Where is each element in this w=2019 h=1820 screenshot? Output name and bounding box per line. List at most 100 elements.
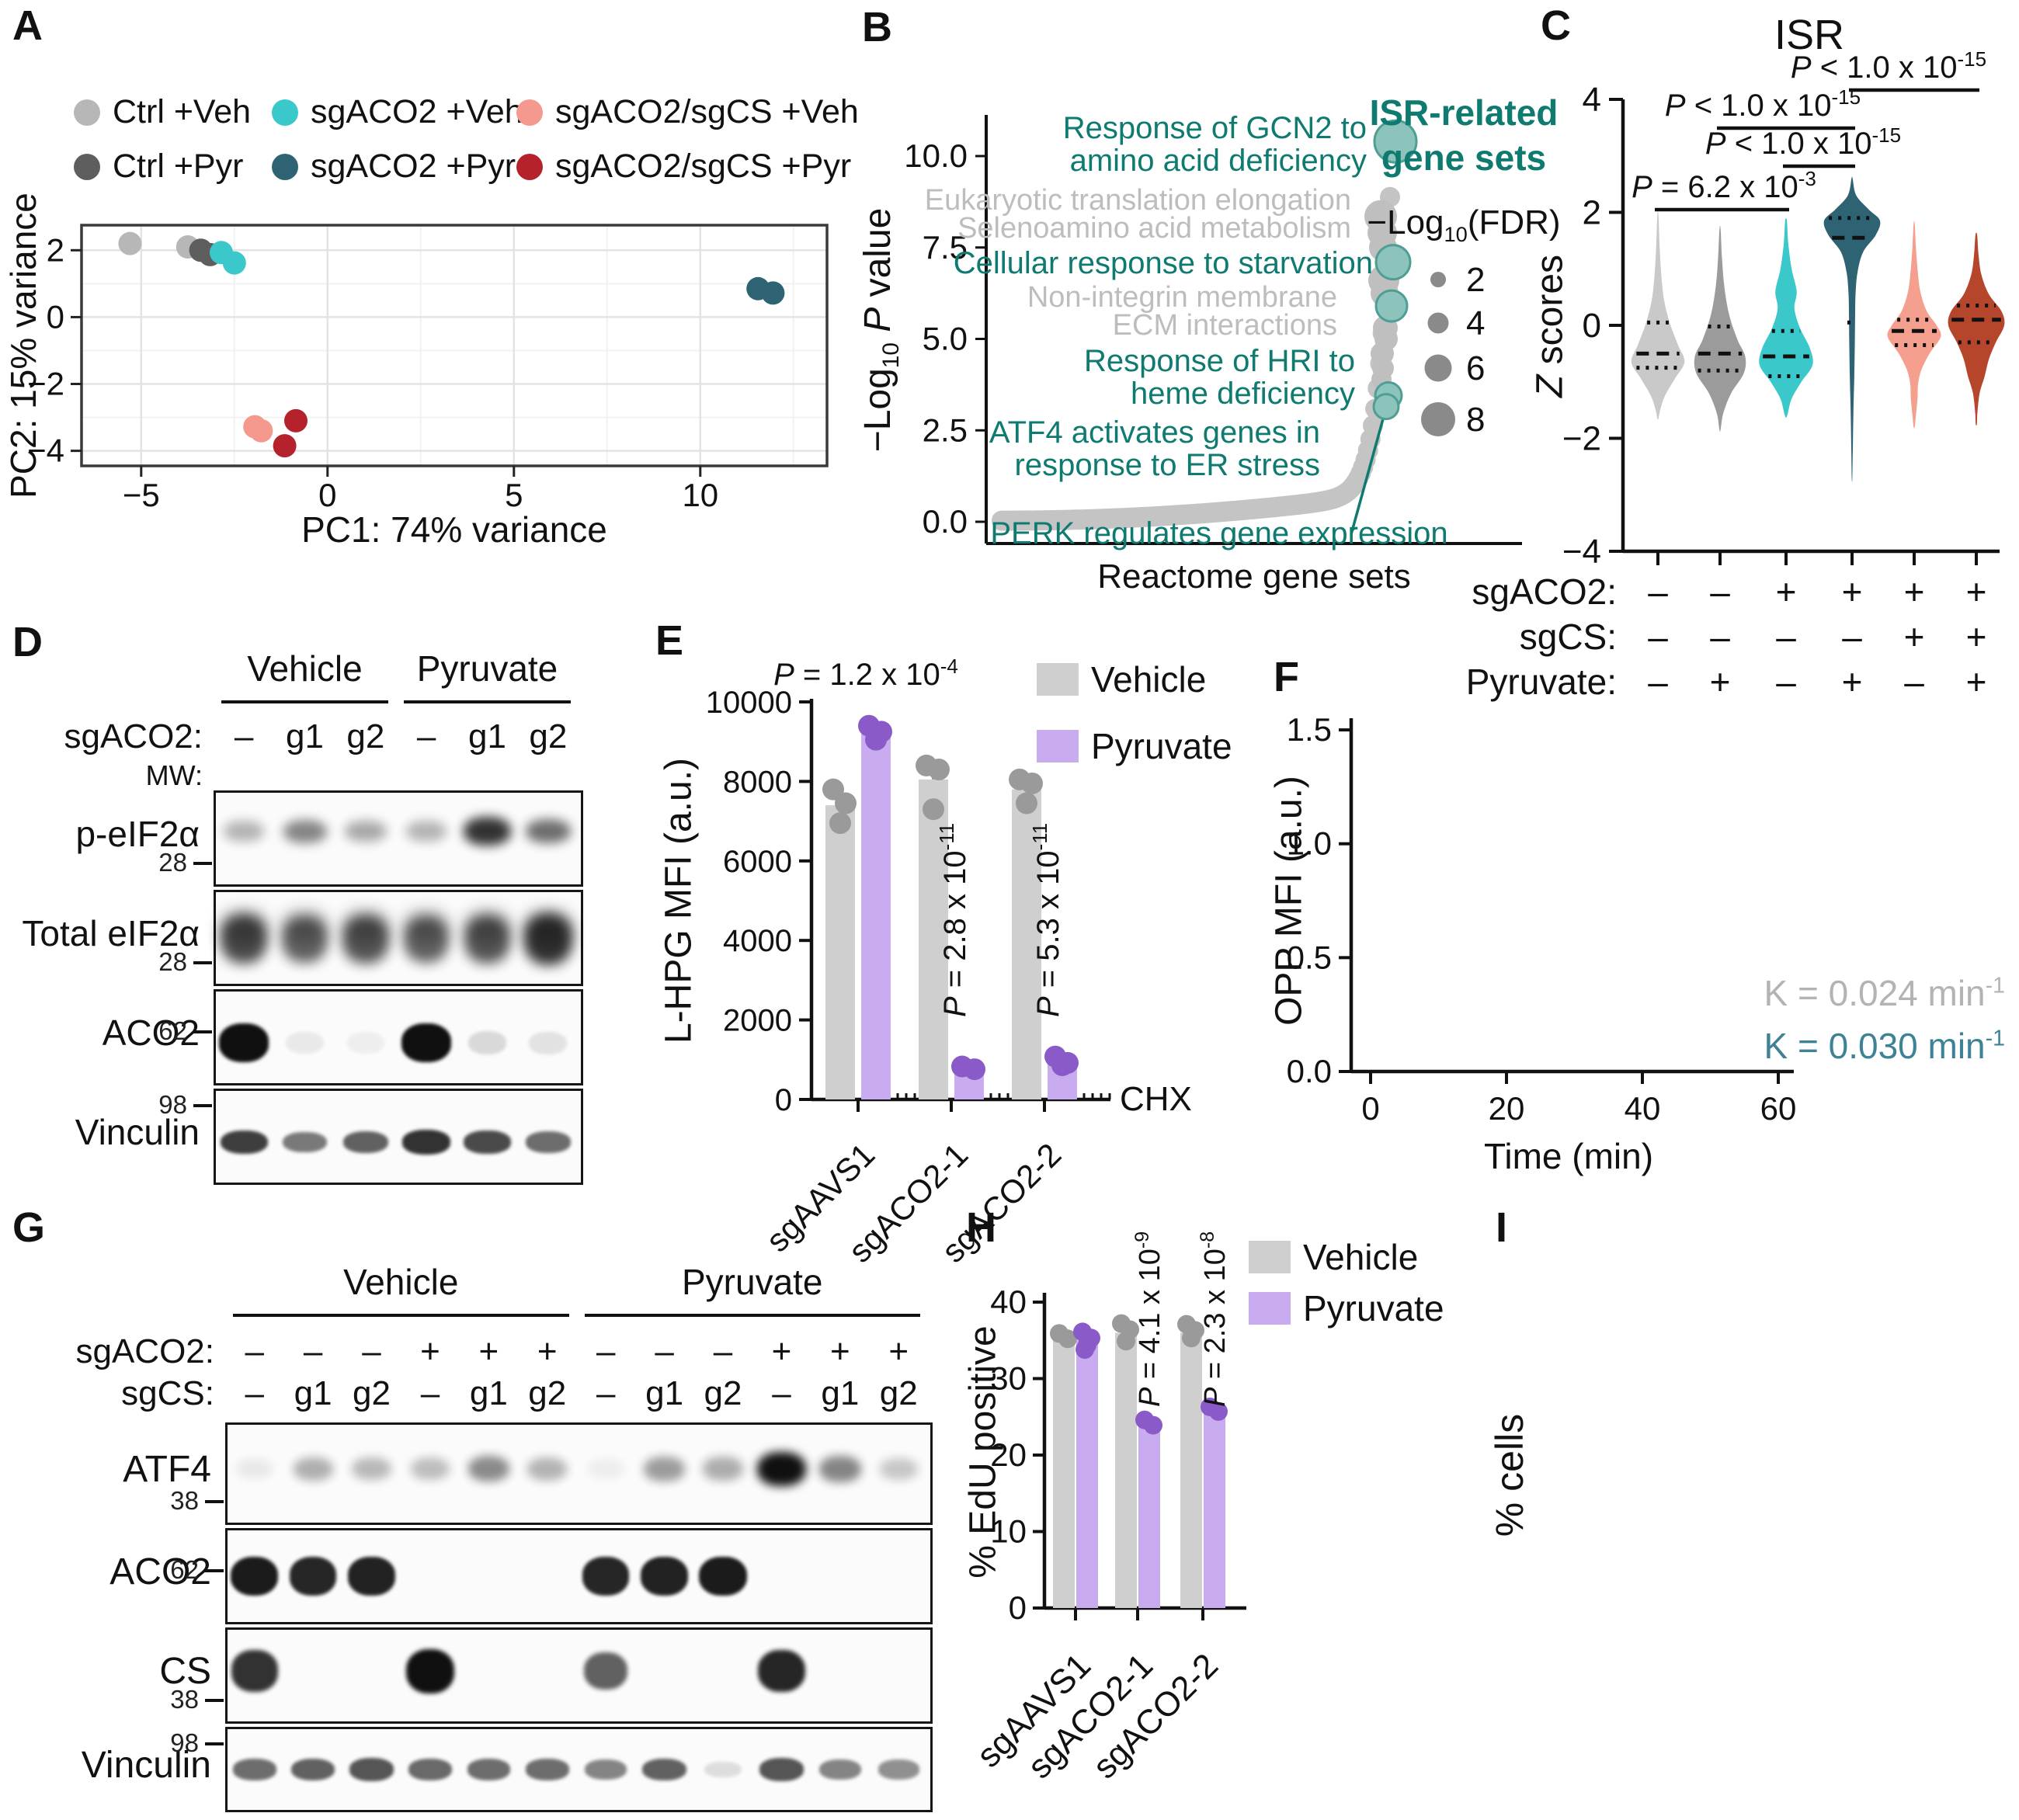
blot-band <box>587 1459 624 1479</box>
data-point <box>1021 772 1043 794</box>
k-value-teal: K = 0.030 min-1 <box>1764 1025 2005 1067</box>
bar <box>1138 1424 1160 1608</box>
data-point <box>761 281 785 305</box>
chx-label: CHX <box>1120 1080 1192 1118</box>
mw-label: 28 <box>158 848 187 877</box>
y-tick-label: 8000 <box>723 765 792 799</box>
blot-band <box>410 1457 450 1481</box>
condition-symbol: – <box>1776 662 1796 702</box>
k-exp: -1 <box>1985 1026 2005 1051</box>
blot-row-label: Total eIF2α <box>22 913 200 953</box>
blot-band <box>644 1456 685 1481</box>
y-tick-label: 40 <box>990 1283 1027 1320</box>
condition-symbol: + <box>1904 571 1925 612</box>
condition-symbol: – <box>1710 617 1730 657</box>
y-tick-label: 2.5 <box>923 412 968 448</box>
condition-symbol: g2 <box>704 1374 742 1412</box>
blot-band <box>402 1130 451 1155</box>
blot-row-label: ACO2 <box>102 1012 200 1053</box>
ylabel-part: scores <box>1529 254 1571 375</box>
condition-symbol: g1 <box>469 1374 508 1412</box>
blot-band <box>641 1556 689 1596</box>
panel-c-ylabel: Z scores <box>1529 255 1572 398</box>
data-point <box>249 419 273 443</box>
mw-tick <box>205 1569 224 1573</box>
y-tick-label: 1.0 <box>1287 825 1332 862</box>
blot-band-smear <box>342 909 389 943</box>
data-point <box>822 778 844 801</box>
panel-d-label: D <box>12 619 43 665</box>
blot-band <box>464 916 511 964</box>
p-value: P < 1.0 x 10-15 <box>1665 85 1861 123</box>
blot-band <box>282 916 328 963</box>
isr-gene-set-label: Response of GCN2 to <box>1063 111 1367 145</box>
data-point <box>835 792 857 814</box>
mw-label: 38 <box>170 1486 199 1515</box>
blot-band <box>218 1023 269 1062</box>
blot-band-smear <box>282 909 328 943</box>
legend-item: Vehicle <box>1249 1236 1418 1278</box>
ylabel-sub: 10 <box>877 342 904 369</box>
blot-band <box>293 1457 333 1481</box>
blot-box <box>214 1089 583 1185</box>
blot-band <box>704 1761 742 1778</box>
k-text: K = 0.030 min <box>1764 1026 1986 1066</box>
legend-item: Pyruvate <box>1037 725 1232 767</box>
legend-dot-icon <box>74 153 100 180</box>
isr-gene-set-point <box>1374 289 1409 323</box>
blot-band <box>582 1557 630 1596</box>
condition-symbol: – <box>245 1332 264 1370</box>
bar <box>1115 1332 1137 1608</box>
blot-row-label: Vinculin <box>75 1112 200 1152</box>
mw-tick <box>193 1030 212 1034</box>
treatment-group-label: Vehicle <box>343 1262 459 1302</box>
condition-symbol: – <box>362 1332 381 1370</box>
legend-label: Pyruvate <box>1303 1288 1444 1329</box>
panel-c: C ISR 4 2 0 −2 −4 P = 6.2 x 10-3 P < 1.0 x 10-… <box>1466 0 2019 745</box>
condition-symbol: + <box>1966 662 1987 702</box>
blot-box <box>225 1627 933 1724</box>
blot-row-label: ATF4 <box>123 1449 211 1490</box>
blot-band <box>231 1650 278 1692</box>
fdr-size-dot <box>1421 402 1455 436</box>
p-value: P = 1.2 x 10-4 <box>773 655 958 692</box>
pca-legend-item: Ctrl +Pyr <box>74 148 243 186</box>
bar <box>1204 1408 1225 1608</box>
blot-row-label: Vinculin <box>81 1745 211 1786</box>
panel-a-ylabel: PC2: 15% variance <box>3 193 43 498</box>
y-tick-label: 7.5 <box>923 229 968 266</box>
condition-symbol: g1 <box>645 1374 684 1412</box>
blot-band <box>585 1759 627 1780</box>
blot-band <box>283 1131 327 1153</box>
bar <box>825 805 855 1099</box>
blot-band <box>463 817 512 846</box>
condition-symbol: – <box>1648 662 1668 702</box>
bar <box>919 779 948 1099</box>
violin <box>1631 211 1685 420</box>
panel-i-ylabel: % cells <box>1488 1413 1531 1537</box>
fdr-size-dot <box>1430 272 1446 287</box>
legend-label: Ctrl +Veh <box>113 93 252 130</box>
violin-plot: 420−2−4P = 6.2 x 10-3P < 1.0 x 10-15P < … <box>1466 47 2005 702</box>
mw-label: 28 <box>158 947 187 976</box>
panel-a-xlabel: PC1: 74% variance <box>301 509 607 550</box>
blot-band <box>403 916 450 963</box>
violin <box>1887 221 1941 429</box>
y-tick-label: 10000 <box>706 686 792 720</box>
condition-symbol: + <box>888 1332 909 1370</box>
x-tick-label: 0 <box>1361 1090 1379 1127</box>
blot-band <box>583 1652 628 1690</box>
gene-set-label-gray: Eukaryotic translation elongation <box>925 184 1351 217</box>
condition-symbol: g2 <box>528 1374 567 1412</box>
blot-band <box>757 1451 806 1486</box>
blot-band <box>759 1758 804 1781</box>
data-point <box>1182 1329 1201 1348</box>
p-value: P < 1.0 x 10-15 <box>1705 123 1901 161</box>
mw-label: 62 <box>170 1555 199 1585</box>
fdr-size-dot <box>1424 354 1452 382</box>
pca-legend-item: sgACO2 +Pyr <box>272 148 516 186</box>
y-tick-label: 0.5 <box>1287 939 1332 975</box>
y-tick-label: 0 <box>47 298 64 335</box>
